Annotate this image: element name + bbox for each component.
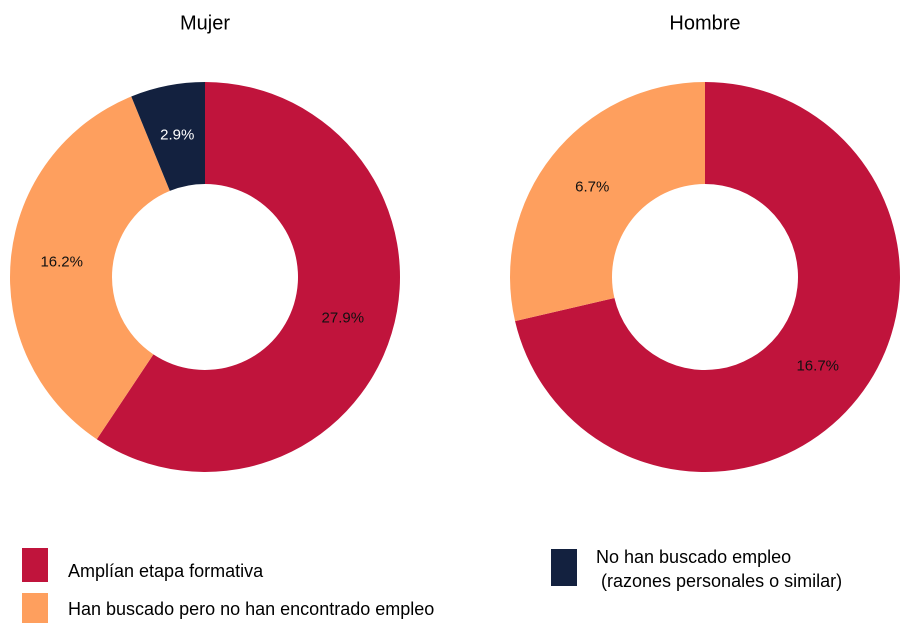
legend-swatch <box>22 548 48 582</box>
slice <box>515 82 900 472</box>
legend-label: Han buscado pero no han encontrado emple… <box>68 599 435 619</box>
chart-title: Mujer <box>180 12 230 34</box>
slice <box>96 82 400 472</box>
slice <box>131 82 205 191</box>
data-label: 2.9% <box>160 127 194 144</box>
data-label: 16.7% <box>796 358 839 375</box>
data-label: 27.9% <box>322 310 365 327</box>
legend-label: No han buscado empleo (razones personale… <box>596 547 843 591</box>
legend-label: Amplían etapa formativa <box>68 561 264 581</box>
slice <box>9 96 170 440</box>
data-label: 6.7% <box>575 178 609 195</box>
data-label: 16.2% <box>40 254 83 271</box>
chart-title: Hombre <box>669 12 740 34</box>
legend-swatch <box>22 593 48 623</box>
slice <box>509 82 705 322</box>
legend-swatch <box>551 549 577 586</box>
